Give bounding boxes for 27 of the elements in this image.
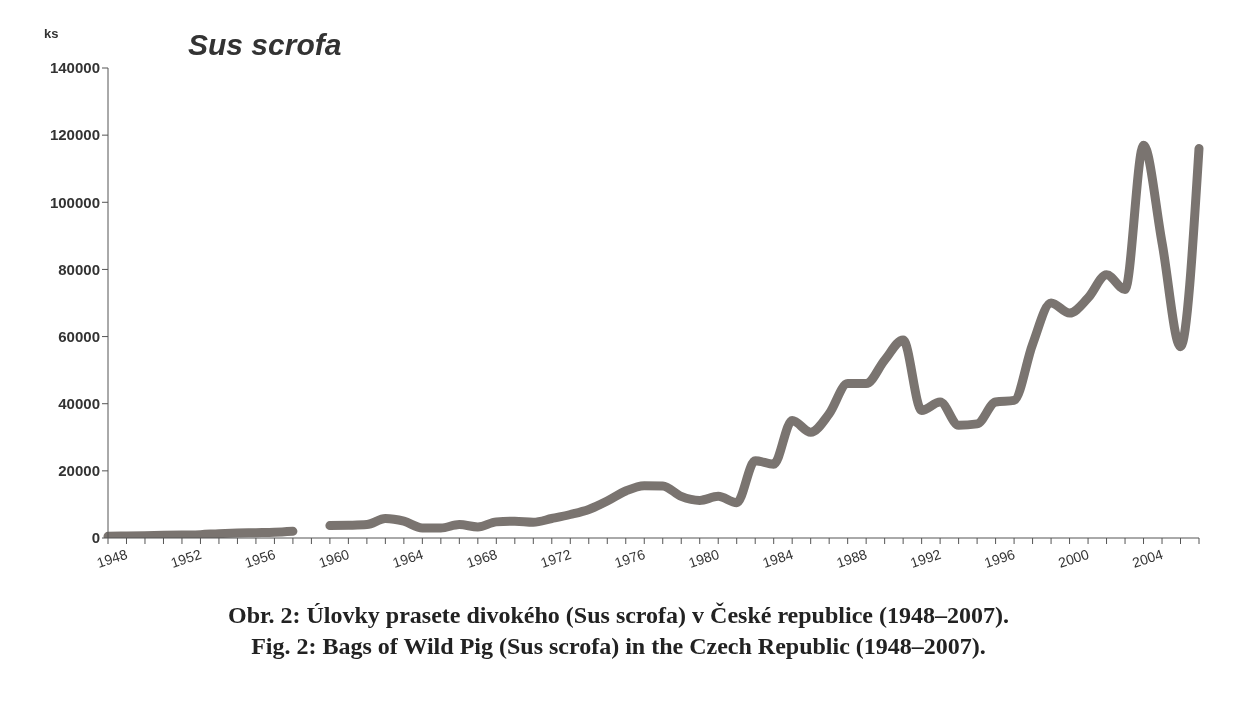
y-tick-label: 60000 bbox=[58, 327, 100, 345]
x-tick-label: 1984 bbox=[760, 545, 796, 571]
x-tick-label: 1972 bbox=[538, 545, 574, 571]
y-tick-label: 120000 bbox=[49, 126, 100, 144]
x-tick-label: 1960 bbox=[316, 545, 352, 571]
y-tick-label: 40000 bbox=[58, 395, 100, 413]
chart-title: Sus scrofa bbox=[188, 28, 342, 62]
caption: Fig. 2: Bags of Wild Pig (Sus scrofa) in the Czech Republic (1948–2007). bbox=[250, 633, 987, 660]
x-tick-label: 1952 bbox=[168, 545, 204, 571]
x-tick-label: 1964 bbox=[390, 545, 426, 571]
y-tick-label: 80000 bbox=[58, 260, 100, 278]
y-tick-label: 100000 bbox=[49, 193, 100, 211]
y-axis-title: ks bbox=[44, 26, 59, 41]
x-tick-label: 1988 bbox=[834, 545, 870, 571]
text: Obr. 2: Úlovky prasete divokého (Sus scrofa) v České republice (1948–2007). bbox=[227, 602, 1010, 629]
x-tick-label: 1968 bbox=[464, 545, 500, 571]
x-tick-label: 1996 bbox=[982, 545, 1018, 571]
x-tick-label: 2004 bbox=[1130, 545, 1166, 571]
x-tick-label: 1956 bbox=[242, 545, 278, 571]
y-tick-label: 140000 bbox=[49, 59, 100, 77]
x-tick-label: 2000 bbox=[1056, 545, 1092, 571]
x-tick-label: 1980 bbox=[686, 545, 722, 571]
x-tick-label: 1992 bbox=[908, 545, 944, 571]
y-tick-label: 0 bbox=[91, 529, 100, 547]
x-tick-label: 1976 bbox=[612, 545, 648, 571]
y-tick-label: 20000 bbox=[58, 462, 100, 480]
x-tick-label: 1948 bbox=[94, 545, 130, 571]
